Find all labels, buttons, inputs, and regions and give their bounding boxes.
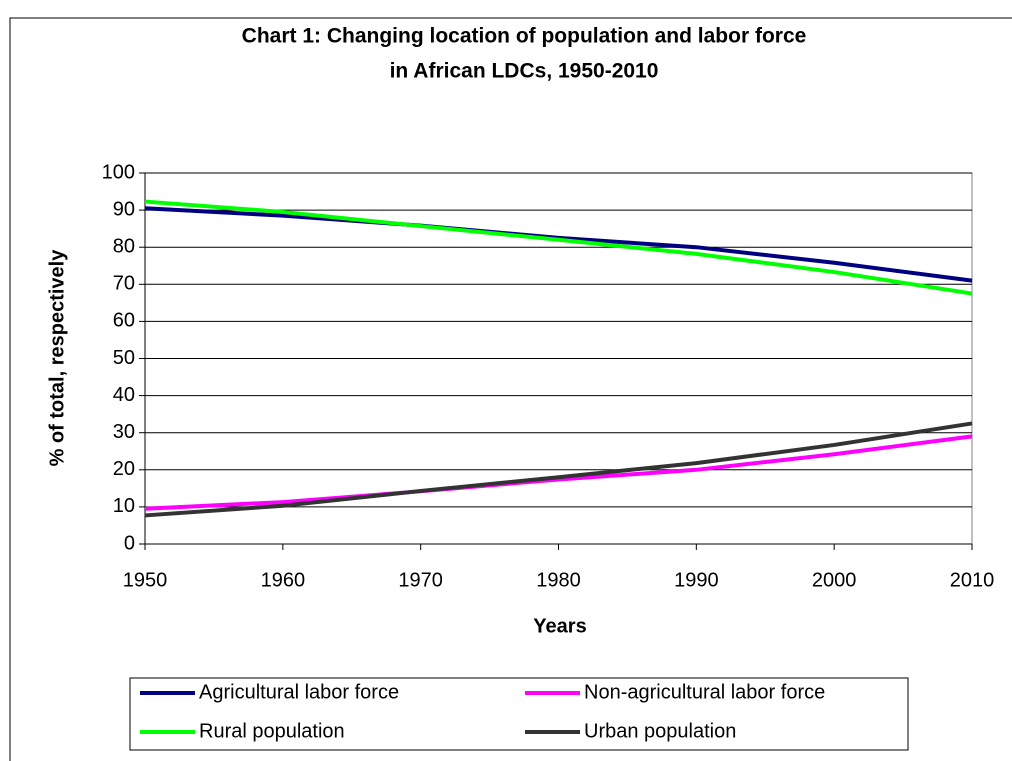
y-tick-label: 10	[113, 495, 135, 517]
y-tick-label: 60	[113, 310, 135, 332]
legend-label: Agricultural labor force	[199, 681, 399, 703]
y-tick-label: 30	[113, 421, 135, 443]
x-tick-label: 1970	[398, 569, 443, 591]
y-tick-label: 0	[124, 532, 135, 554]
x-axis-label: Years	[533, 615, 586, 637]
chart-title: in African LDCs, 1950-2010	[390, 60, 659, 83]
legend	[129, 677, 909, 751]
y-tick-label: 40	[113, 384, 135, 406]
legend-label: Non-agricultural labor force	[584, 681, 825, 703]
x-tick-label: 1950	[123, 569, 168, 591]
x-tick-label: 1960	[261, 569, 306, 591]
y-tick-label: 90	[113, 198, 135, 220]
series-line	[144, 434, 973, 511]
legend-label: Urban population	[584, 720, 736, 742]
x-tick-label: 2000	[812, 569, 857, 591]
y-tick-label: 100	[102, 161, 135, 183]
y-tick-label: 80	[113, 235, 135, 257]
y-tick-label: 20	[113, 458, 135, 480]
series-line	[144, 421, 973, 518]
y-tick-label: 50	[113, 347, 135, 369]
y-axis-label: % of total, respectively	[46, 249, 68, 467]
chart-title: Chart 1: Changing location of population…	[242, 25, 807, 48]
x-tick-label: 1980	[536, 569, 581, 591]
legend-label: Rural population	[199, 720, 345, 742]
x-tick-label: 2010	[950, 569, 995, 591]
x-tick-label: 1990	[674, 569, 719, 591]
series-line	[144, 199, 973, 296]
y-tick-label: 70	[113, 273, 135, 295]
